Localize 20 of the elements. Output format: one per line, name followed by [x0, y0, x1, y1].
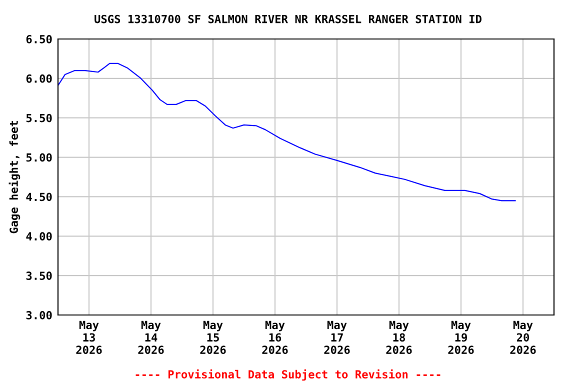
x-tick-label: May 19 2026: [448, 320, 474, 354]
y-tick-label: 3.50: [26, 272, 52, 280]
y-tick-label: 4.00: [26, 232, 52, 241]
y-tick-label: 5.50: [26, 114, 52, 122]
x-tick-label: May 15 2026: [200, 320, 226, 354]
x-tick-label: May 14 2026: [138, 320, 164, 354]
y-axis-title: Gage height, feet: [8, 121, 20, 234]
text: ---- Provisional Data Subject to Revision ----: [136, 369, 440, 381]
y-tick-label: 6.00: [26, 74, 52, 83]
line-series: [58, 62, 516, 202]
x-tick-label: May 13 2026: [76, 320, 102, 354]
x-tick-label: May 20 2026: [510, 320, 536, 354]
x-tick-label: May 17 2026: [324, 320, 350, 354]
y-tick-label: 6.50: [26, 34, 52, 44]
y-tick-label: 3.00: [26, 310, 52, 320]
y-tick-label: 4.50: [26, 192, 52, 202]
chart-title: USGS 13310700 SF SALMON RIVER NR KRASSEL RANGER STATION ID: [94, 14, 482, 24]
x-tick-label: May 18 2026: [386, 320, 412, 354]
x-tick-label: May 16 2026: [262, 320, 288, 354]
y-tick-label: 5.00: [26, 153, 52, 162]
